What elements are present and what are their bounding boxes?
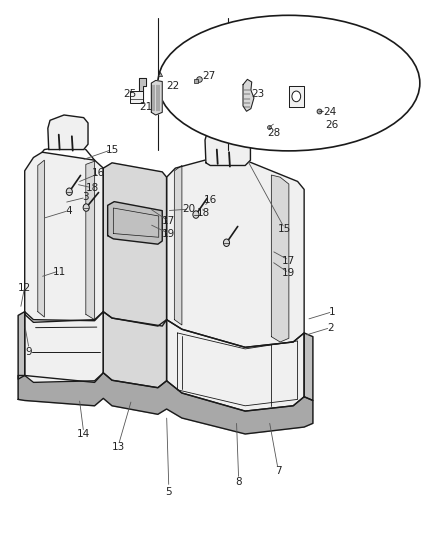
Text: 20: 20 xyxy=(183,204,196,214)
Text: 27: 27 xyxy=(202,71,215,81)
Text: 2: 2 xyxy=(327,322,334,333)
Polygon shape xyxy=(272,175,289,342)
Polygon shape xyxy=(166,158,304,348)
Polygon shape xyxy=(38,160,44,317)
Circle shape xyxy=(223,239,230,246)
Text: 16: 16 xyxy=(92,168,106,179)
Polygon shape xyxy=(174,165,182,325)
Polygon shape xyxy=(205,127,251,165)
Text: 11: 11 xyxy=(53,267,66,277)
Polygon shape xyxy=(304,333,313,400)
Polygon shape xyxy=(48,115,88,150)
Ellipse shape xyxy=(158,15,420,151)
Polygon shape xyxy=(151,80,162,115)
Polygon shape xyxy=(139,78,146,102)
Polygon shape xyxy=(25,152,103,322)
Polygon shape xyxy=(289,86,304,107)
Text: 3: 3 xyxy=(82,192,89,203)
Circle shape xyxy=(292,91,300,102)
Text: 23: 23 xyxy=(252,88,265,99)
Polygon shape xyxy=(25,312,103,382)
Circle shape xyxy=(83,204,89,211)
Circle shape xyxy=(193,211,199,219)
Text: 21: 21 xyxy=(139,102,152,112)
Polygon shape xyxy=(18,373,313,434)
Circle shape xyxy=(66,188,72,196)
Text: 25: 25 xyxy=(124,89,137,99)
Polygon shape xyxy=(103,312,166,387)
Text: 18: 18 xyxy=(197,208,210,219)
Text: 17: 17 xyxy=(282,256,296,266)
Text: 22: 22 xyxy=(166,81,180,91)
Text: 19: 19 xyxy=(162,229,175,239)
Polygon shape xyxy=(18,312,25,379)
Text: 1: 1 xyxy=(329,306,336,317)
Polygon shape xyxy=(108,201,162,244)
Text: 17: 17 xyxy=(162,216,175,227)
Polygon shape xyxy=(166,320,304,411)
Polygon shape xyxy=(103,163,166,326)
FancyBboxPatch shape xyxy=(130,91,143,103)
Text: 12: 12 xyxy=(18,283,32,293)
Text: 7: 7 xyxy=(275,466,281,476)
Text: 9: 9 xyxy=(26,346,32,357)
Text: 18: 18 xyxy=(86,183,99,193)
Polygon shape xyxy=(86,161,95,320)
Text: 4: 4 xyxy=(65,206,72,216)
Text: 15: 15 xyxy=(106,144,119,155)
Text: 8: 8 xyxy=(235,477,242,487)
Text: 16: 16 xyxy=(204,195,217,205)
Text: 15: 15 xyxy=(278,224,291,235)
Text: 13: 13 xyxy=(112,442,125,452)
Text: 28: 28 xyxy=(267,127,280,138)
Text: 14: 14 xyxy=(77,429,90,439)
Text: 26: 26 xyxy=(325,120,338,130)
Text: 5: 5 xyxy=(166,488,172,497)
Text: 19: 19 xyxy=(282,268,296,278)
Polygon shape xyxy=(243,79,254,111)
Text: 24: 24 xyxy=(324,107,337,117)
